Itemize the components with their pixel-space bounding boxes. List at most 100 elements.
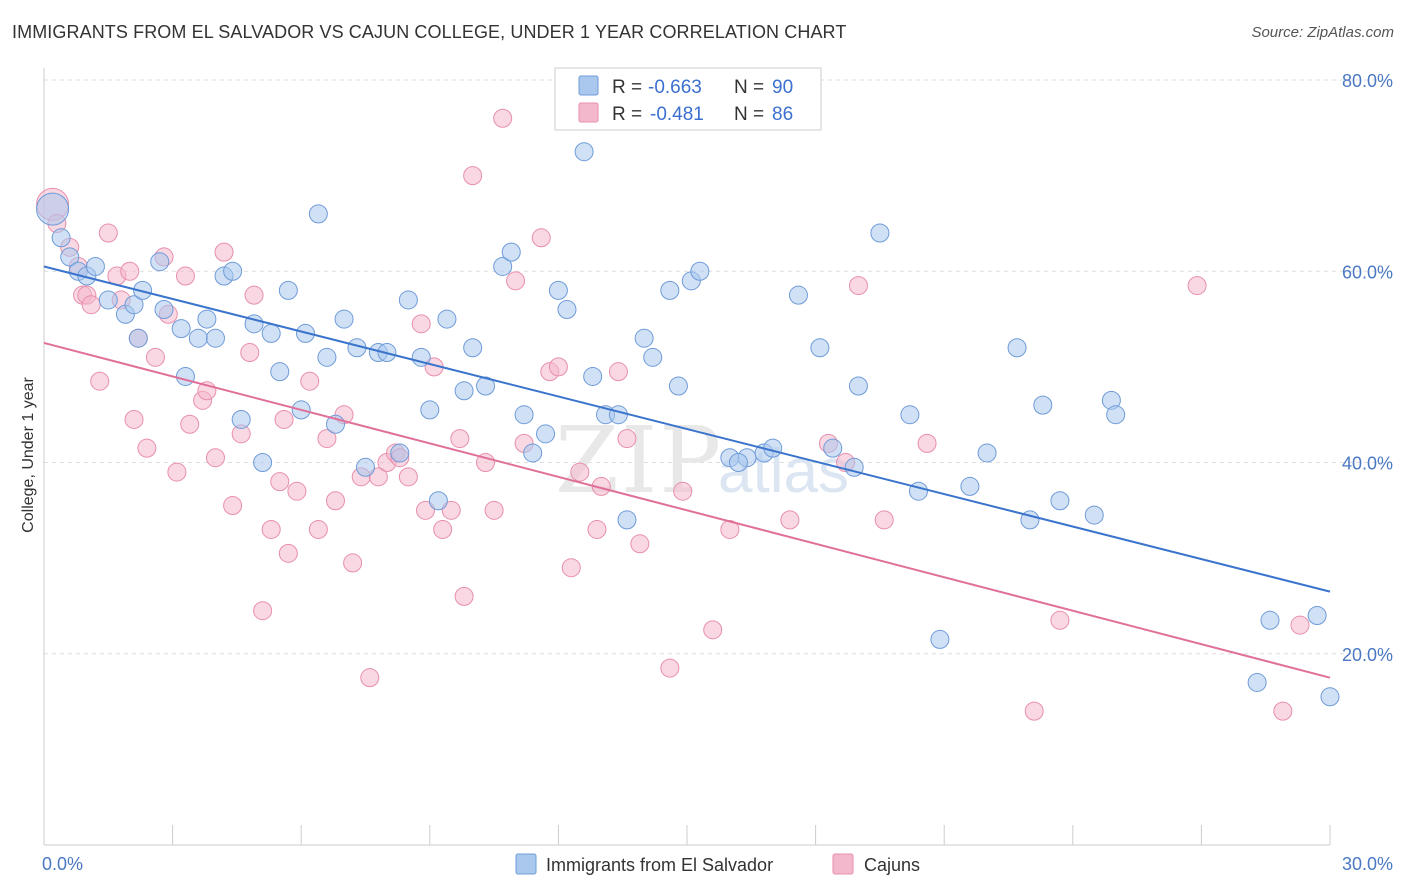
y-tick-label: 20.0% [1342,645,1393,665]
cajuns-point [1024,701,1044,721]
el-salvador-point [960,476,980,496]
el-salvador-point [124,295,144,315]
el-salvador-point [85,256,105,276]
el-salvador-point [463,338,483,358]
cajuns-point [484,500,504,520]
legend-swatch-pink [578,102,599,123]
cajuns-point [124,409,144,429]
cajuns-point [325,491,345,511]
legend-n-value-pink: 86 [772,104,793,125]
y-tick-labels: 80.0% 60.0% 40.0% 20.0% [1342,71,1393,665]
cajuns-point [368,467,388,487]
el-salvador-point [197,309,217,329]
el-salvador-point [1320,687,1340,707]
legend-n-label-pink: N = [734,104,764,125]
legend-r-label-blue: R = [612,77,642,98]
el-salvador-point [476,376,496,396]
el-salvador-point [810,338,830,358]
cajuns-point [548,357,568,377]
el-salvador-point [150,252,170,272]
legend-n-label-blue: N = [734,77,764,98]
cajuns-point [1290,615,1310,635]
chart-source: Source: ZipAtlas.com [1251,24,1394,41]
el-salvador-point [977,443,997,463]
el-salvador-point [253,453,273,472]
el-salvador-point [411,347,431,367]
watermark: ZIP atlas [555,407,849,514]
el-salvador-point [930,629,950,649]
cajuns-point [137,438,157,458]
el-salvador-point [583,366,603,386]
cajuns-point [531,228,551,248]
legend-r-value-blue: -0.663 [648,77,702,98]
cajuns-point [673,481,693,501]
el-salvador-point [608,405,628,425]
el-salvador-point [634,328,654,348]
trend-lines [43,265,1331,679]
watermark-text: ZIP [555,407,723,514]
cajuns-point [917,433,937,453]
el-salvador-point [660,280,680,300]
cajuns-point [223,496,243,516]
cajuns-point [1187,276,1207,296]
cajuns-point [608,362,628,382]
gridlines [44,79,1392,655]
cajuns-point [493,108,513,128]
x-axis-ticks [172,825,1331,845]
cajuns-point [287,481,307,501]
el-salvador-point [1106,405,1126,425]
el-salvador-point [175,366,195,386]
cajuns-point [450,429,470,449]
el-salvador-point [1247,672,1267,692]
el-salvador-point [728,453,748,472]
el-salvador-point [690,261,710,281]
x-tick-labels: 0.0% 30.0% [42,854,1393,874]
y-tick-label: 40.0% [1342,454,1393,474]
cajuns-trend-line [43,342,1331,679]
cajuns-point [433,519,453,539]
cajuns-point [274,409,294,429]
x-tick-label: 30.0% [1342,854,1393,874]
el-salvador-point [223,261,243,281]
el-salvador-point [261,323,281,343]
el-salvador-point [574,142,594,162]
legend-n-value-blue: 90 [772,77,793,98]
el-salvador-point [523,443,543,463]
el-salvador-point [128,328,148,348]
el-salvador-point [1307,606,1327,625]
cajuns-point [180,414,200,434]
cajuns-point [205,448,225,468]
el-salvador-point [1033,395,1053,415]
cajuns-point [261,519,281,539]
el-salvador-point [437,309,457,329]
bottom-legend-swatch-blue [515,853,537,875]
top-legend: R = -0.663 N = 90 R = -0.481 N = 86 [554,67,822,131]
el-salvador-point [231,409,251,429]
el-salvador-point [536,424,556,444]
cajuns-point [398,467,418,487]
el-salvador-point [205,328,225,348]
cajuns-point [848,276,868,296]
bottom-legend-label-pink: Cajuns [864,855,920,875]
el-salvador-point [557,300,577,319]
el-salvador-point [548,280,568,300]
el-salvador-point [390,443,410,463]
el-salvador-point [454,381,474,401]
legend-box [554,67,822,131]
cajuns-point [300,371,320,391]
el-salvador-point [317,347,337,367]
cajuns-point [244,285,264,305]
cajuns-point [506,271,526,291]
el-salvador-point [308,204,328,224]
cajuns-point [476,453,496,472]
cajuns-point [463,166,483,186]
el-salvador-point [1007,338,1027,358]
el-salvador-point [617,510,637,530]
el-salvador-point [900,405,920,425]
cajuns-point [98,223,118,243]
cajuns-point [270,472,290,492]
el-salvador-point [493,256,513,276]
el-salvador-point [420,400,440,420]
cajuns-point [454,586,474,606]
